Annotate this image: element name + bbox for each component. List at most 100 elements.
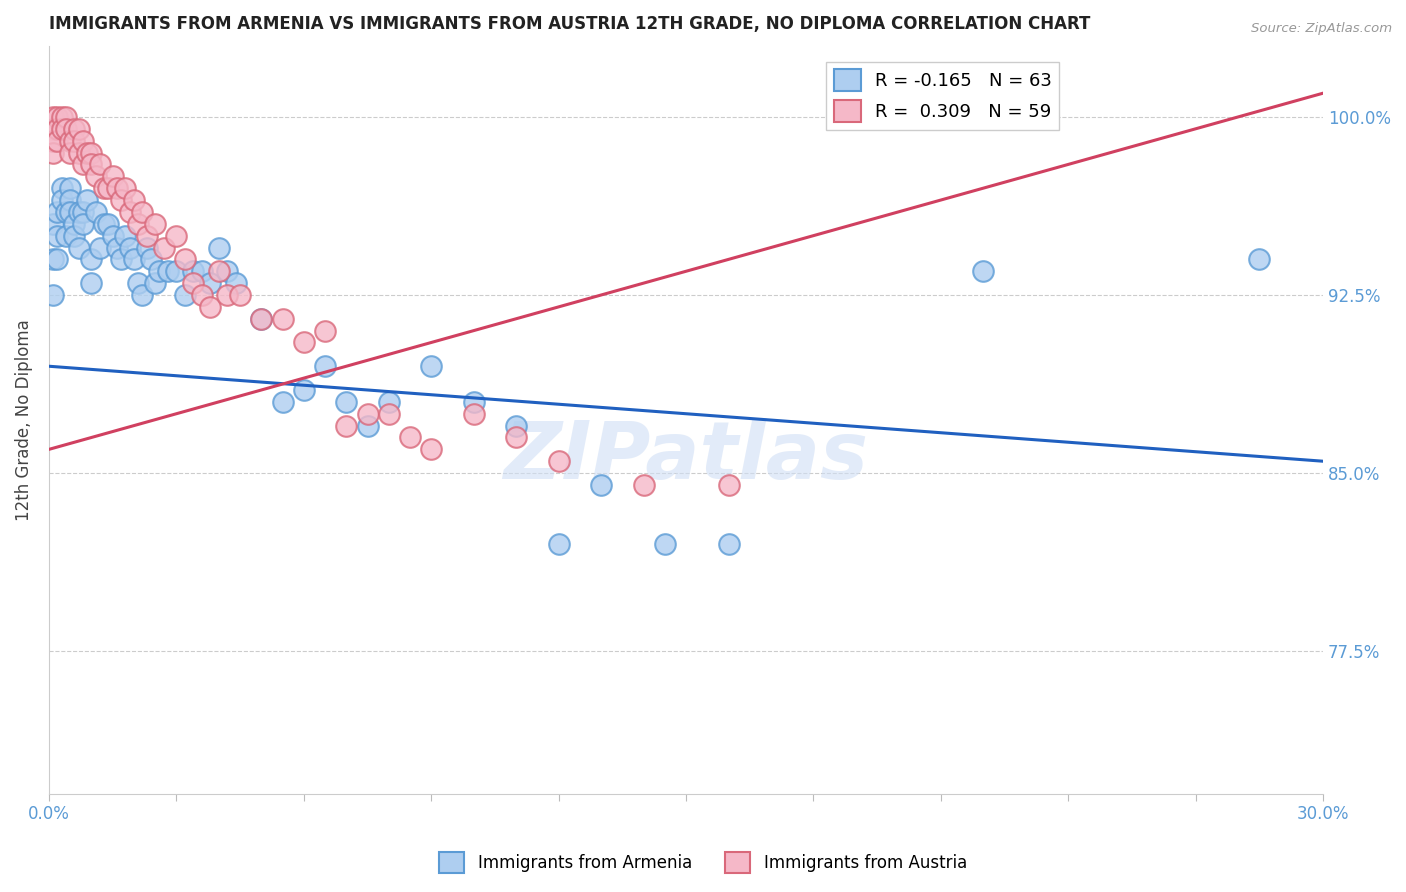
- Point: [46, 110, 69, 124]
- Point: [143, 276, 166, 290]
- Point: [42, 121, 65, 136]
- Point: [76, 193, 98, 207]
- Point: [59, 181, 82, 195]
- Point: [42, 252, 65, 267]
- Point: [51, 110, 73, 124]
- Point: [191, 264, 214, 278]
- Point: [110, 193, 132, 207]
- Point: [59, 134, 82, 148]
- Point: [229, 288, 252, 302]
- Point: [67, 205, 90, 219]
- Point: [118, 205, 141, 219]
- Point: [80, 252, 103, 267]
- Point: [1249, 252, 1271, 267]
- Point: [972, 264, 994, 278]
- Point: [183, 264, 205, 278]
- Point: [59, 145, 82, 160]
- Point: [84, 205, 107, 219]
- Point: [139, 252, 162, 267]
- Point: [717, 537, 740, 551]
- Point: [67, 121, 90, 136]
- Point: [633, 478, 655, 492]
- Point: [399, 430, 422, 444]
- Point: [46, 252, 69, 267]
- Point: [131, 205, 153, 219]
- Legend: Immigrants from Armenia, Immigrants from Austria: Immigrants from Armenia, Immigrants from…: [433, 846, 973, 880]
- Point: [377, 395, 399, 409]
- Point: [200, 276, 222, 290]
- Point: [217, 264, 239, 278]
- Point: [80, 276, 103, 290]
- Point: [420, 359, 443, 374]
- Point: [80, 157, 103, 171]
- Point: [314, 324, 336, 338]
- Point: [67, 145, 90, 160]
- Point: [156, 264, 179, 278]
- Point: [93, 181, 115, 195]
- Point: [217, 288, 239, 302]
- Point: [463, 395, 485, 409]
- Point: [292, 335, 315, 350]
- Point: [127, 276, 149, 290]
- Point: [356, 418, 378, 433]
- Point: [89, 157, 111, 171]
- Point: [547, 454, 569, 468]
- Point: [55, 228, 77, 243]
- Point: [250, 311, 273, 326]
- Point: [271, 311, 294, 326]
- Point: [122, 193, 145, 207]
- Point: [148, 264, 170, 278]
- Point: [165, 228, 187, 243]
- Point: [505, 430, 527, 444]
- Point: [356, 407, 378, 421]
- Point: [72, 157, 94, 171]
- Point: [89, 240, 111, 254]
- Point: [127, 217, 149, 231]
- Point: [63, 134, 86, 148]
- Point: [51, 181, 73, 195]
- Point: [55, 205, 77, 219]
- Point: [591, 478, 613, 492]
- Point: [271, 395, 294, 409]
- Point: [97, 217, 120, 231]
- Point: [152, 240, 174, 254]
- Point: [51, 193, 73, 207]
- Point: [80, 145, 103, 160]
- Point: [165, 264, 187, 278]
- Point: [72, 205, 94, 219]
- Point: [250, 311, 273, 326]
- Point: [46, 205, 69, 219]
- Point: [93, 217, 115, 231]
- Point: [105, 240, 128, 254]
- Point: [135, 240, 157, 254]
- Point: [122, 252, 145, 267]
- Point: [292, 383, 315, 397]
- Point: [101, 228, 124, 243]
- Point: [42, 110, 65, 124]
- Point: [42, 288, 65, 302]
- Point: [59, 193, 82, 207]
- Point: [143, 217, 166, 231]
- Point: [420, 442, 443, 457]
- Point: [314, 359, 336, 374]
- Point: [51, 121, 73, 136]
- Text: ZIPatlas: ZIPatlas: [503, 418, 869, 496]
- Point: [377, 407, 399, 421]
- Point: [72, 217, 94, 231]
- Point: [42, 217, 65, 231]
- Point: [135, 228, 157, 243]
- Point: [97, 181, 120, 195]
- Point: [59, 205, 82, 219]
- Point: [505, 418, 527, 433]
- Point: [717, 478, 740, 492]
- Point: [110, 252, 132, 267]
- Point: [72, 134, 94, 148]
- Point: [76, 145, 98, 160]
- Point: [55, 121, 77, 136]
- Point: [101, 169, 124, 184]
- Point: [63, 121, 86, 136]
- Point: [547, 537, 569, 551]
- Point: [84, 169, 107, 184]
- Point: [42, 134, 65, 148]
- Point: [114, 228, 136, 243]
